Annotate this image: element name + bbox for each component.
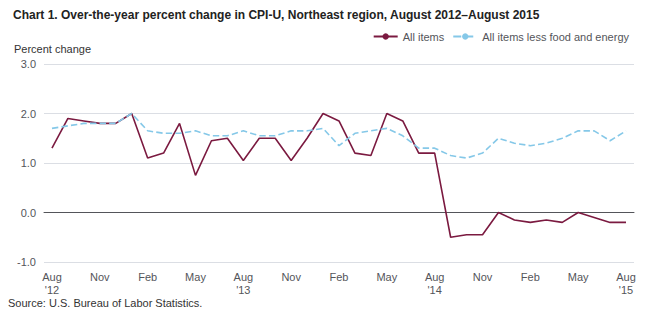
svg-text:Feb: Feb (521, 271, 540, 283)
svg-text:2.0: 2.0 (21, 108, 36, 120)
svg-text:1.0: 1.0 (21, 157, 36, 169)
svg-text:Feb: Feb (138, 271, 157, 283)
svg-text:Aug: Aug (234, 271, 254, 283)
svg-text:'12: '12 (45, 284, 59, 296)
svg-text:All items: All items (403, 31, 445, 43)
svg-text:Aug: Aug (42, 271, 62, 283)
svg-text:3.0: 3.0 (21, 58, 36, 70)
svg-text:May: May (376, 271, 397, 283)
svg-text:May: May (185, 271, 206, 283)
svg-text:Nov: Nov (473, 271, 493, 283)
svg-text:Nov: Nov (281, 271, 301, 283)
svg-text:Source: U.S. Bureau of Labor S: Source: U.S. Bureau of Labor Statistics. (8, 297, 202, 309)
svg-text:May: May (568, 271, 589, 283)
svg-text:Aug: Aug (616, 271, 636, 283)
svg-text:-1.0: -1.0 (17, 256, 36, 268)
svg-text:Percent change: Percent change (14, 43, 91, 55)
svg-text:Chart 1. Over-the-year percent: Chart 1. Over-the-year percent change in… (13, 8, 540, 22)
svg-text:0.0: 0.0 (21, 207, 36, 219)
svg-text:Aug: Aug (425, 271, 445, 283)
svg-text:'15: '15 (619, 284, 633, 296)
svg-text:Nov: Nov (90, 271, 110, 283)
svg-text:Feb: Feb (330, 271, 349, 283)
svg-text:'14: '14 (428, 284, 442, 296)
svg-text:'13: '13 (236, 284, 250, 296)
svg-text:All items less food and energy: All items less food and energy (482, 31, 629, 43)
